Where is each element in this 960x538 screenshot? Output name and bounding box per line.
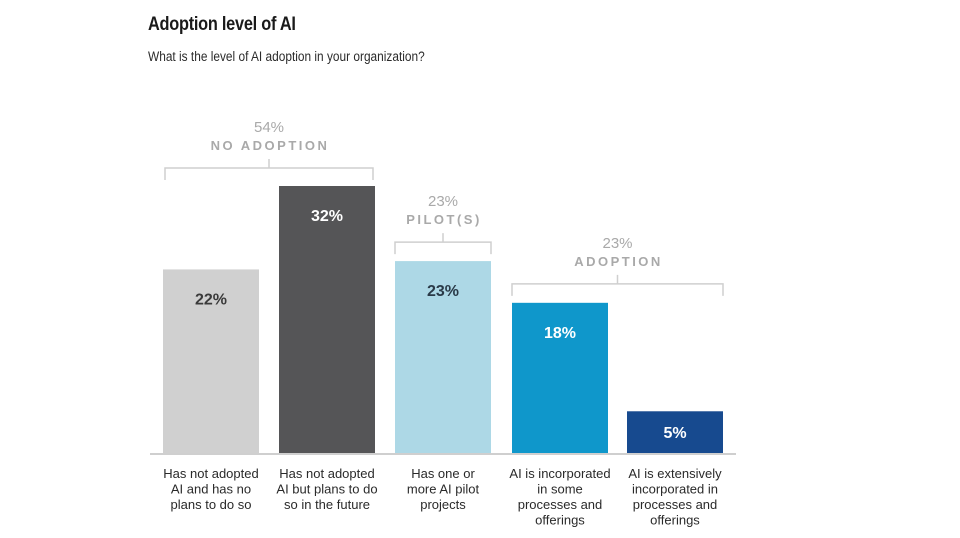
value-label-1: 22% [195, 291, 227, 308]
group-name-1: NO ADOPTION [211, 138, 330, 153]
bar-4 [512, 302, 608, 453]
group-bracket-2 [394, 233, 492, 255]
group-percent-1: 54% [254, 119, 284, 136]
bar-1 [163, 269, 259, 453]
category-label-4-line-1: AI is incorporated [509, 466, 610, 481]
category-label-3-line-1: Has one or [411, 466, 475, 481]
category-label-1-line-3: plans to do so [171, 497, 252, 512]
value-label-4: 18% [544, 325, 576, 342]
category-label-2-line-2: AI but plans to do [276, 482, 377, 497]
bar-2 [279, 186, 375, 453]
group-name-3: ADOPTION [574, 254, 663, 269]
value-label-5: 5% [663, 425, 686, 442]
chart-title: Adoption level of AI [148, 14, 296, 35]
group-bracket-1 [164, 159, 374, 180]
group-bracket-3 [511, 274, 724, 296]
category-label-4-line-4: offerings [535, 513, 585, 528]
value-label-3: 23% [427, 283, 459, 300]
group-percent-3: 23% [602, 235, 632, 252]
category-label-5-line-1: AI is extensively [628, 466, 722, 481]
category-label-4-line-2: in some [537, 482, 583, 497]
category-label-5-line-3: processes and [633, 497, 718, 512]
category-label-1-line-2: AI and has no [171, 482, 251, 497]
category-label-3-line-2: more AI pilot [407, 482, 480, 497]
category-label-5-line-2: incorporated in [632, 482, 718, 497]
category-label-1-line-1: Has not adopted [163, 466, 258, 481]
bar-5 [627, 411, 723, 453]
category-label-2-line-1: Has not adopted [279, 466, 374, 481]
group-name-2: PILOT(S) [406, 212, 482, 227]
category-label-2-line-3: so in the future [284, 497, 370, 512]
category-label-5-line-4: offerings [650, 513, 700, 528]
group-percent-2: 23% [428, 193, 458, 210]
bar-3 [395, 261, 491, 453]
category-label-3-line-3: projects [420, 497, 466, 512]
category-label-4-line-3: processes and [518, 497, 603, 512]
chart-subtitle: What is the level of AI adoption in your… [148, 49, 425, 64]
value-label-2: 32% [311, 208, 343, 225]
